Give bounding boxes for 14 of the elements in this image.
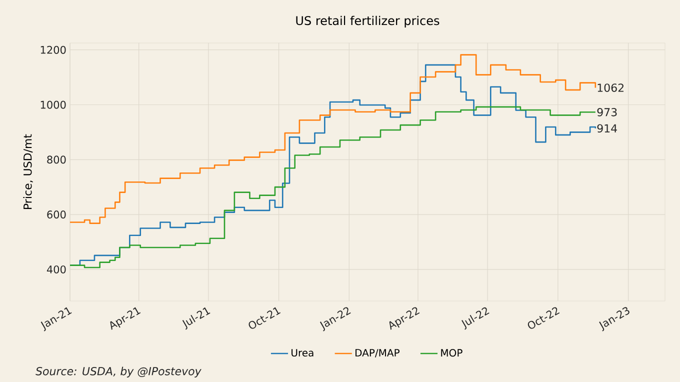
legend-label: MOP: [441, 349, 462, 357]
annotation: 914: [597, 124, 617, 133]
y-tick-label: 800: [47, 156, 66, 164]
annotation: 973: [597, 108, 617, 116]
y-tick-label: 1200: [40, 46, 66, 54]
annotation: 1062: [598, 84, 624, 92]
legend-label: Urea: [292, 349, 314, 357]
y-tick-label: 1000: [40, 100, 66, 109]
y-axis-title: Price, USD/mt: [23, 134, 33, 209]
y-tick-label: 400: [46, 265, 66, 274]
source-note: Source: USDA, by @IPostevoy: [36, 366, 202, 378]
legend-label: DAP/MAP: [356, 349, 400, 358]
y-tick-label: 600: [47, 210, 66, 218]
chart-title: US retail fertilizer prices: [296, 16, 440, 28]
